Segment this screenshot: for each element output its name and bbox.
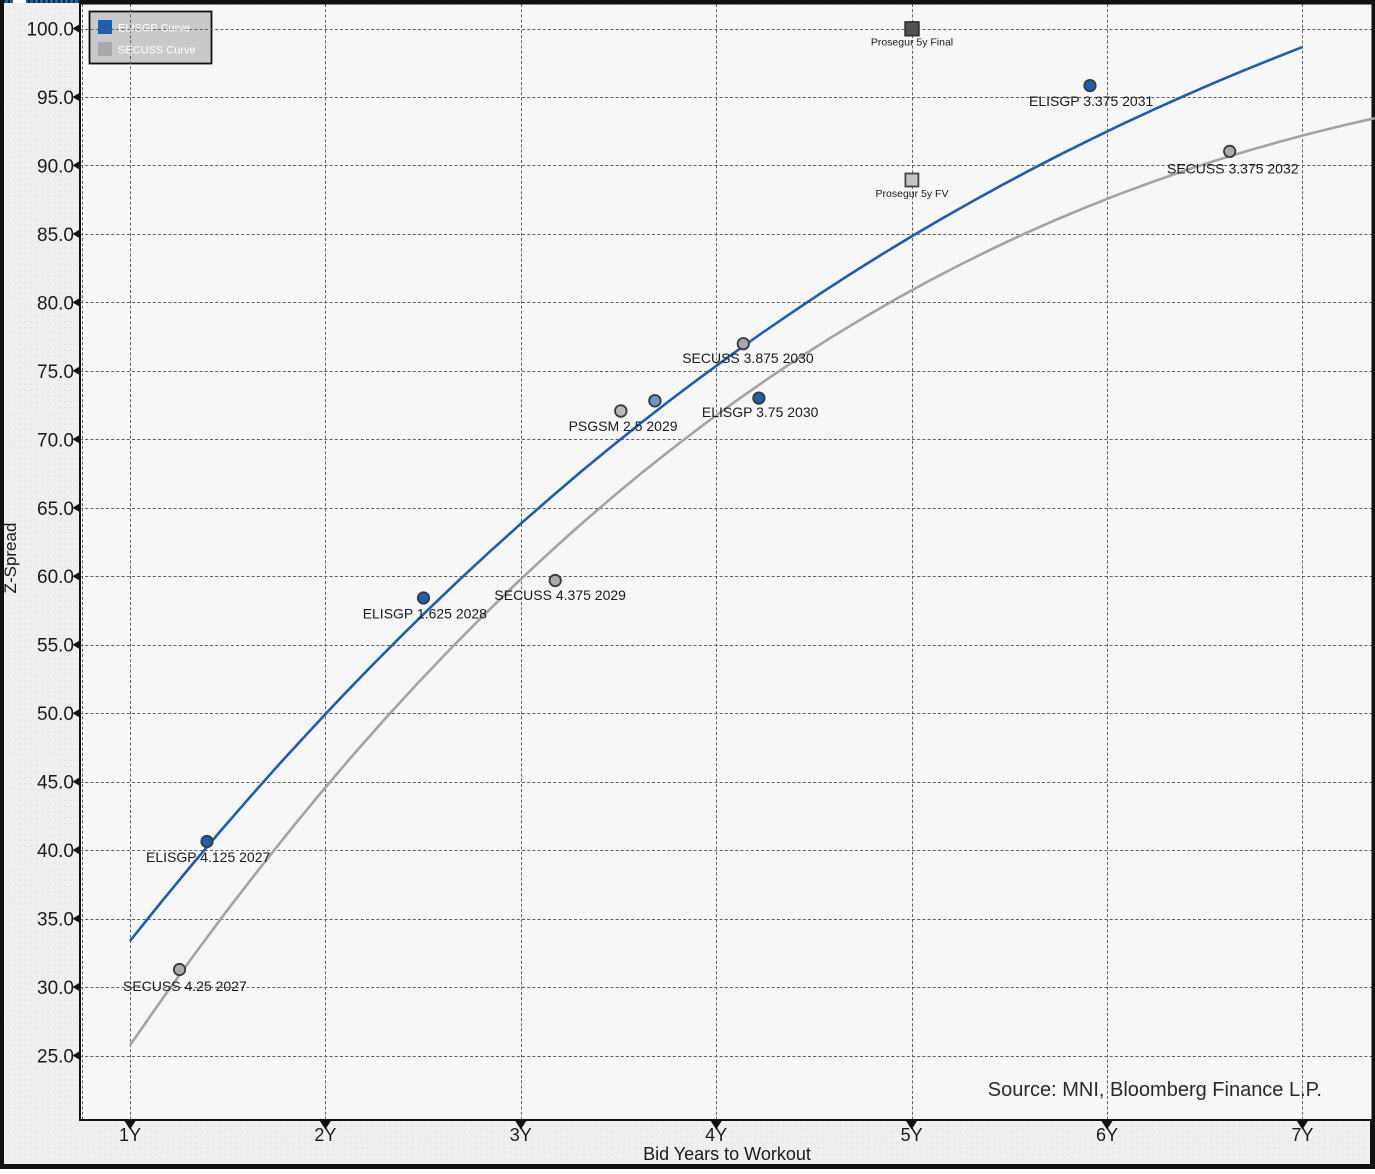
svg-text:2Y: 2Y [314, 1125, 336, 1145]
svg-text:1Y: 1Y [119, 1125, 141, 1145]
svg-text:ELISGP 4.125 2027: ELISGP 4.125 2027 [146, 849, 270, 865]
svg-text:Source: MNI, Bloomberg Finance: Source: MNI, Bloomberg Finance L.P. [988, 1079, 1322, 1101]
svg-text:Prosegur 5y Final: Prosegur 5y Final [871, 37, 953, 49]
svg-text:50.0: 50.0 [37, 704, 74, 725]
svg-text:95.0: 95.0 [37, 88, 74, 109]
svg-text:70.0: 70.0 [37, 430, 74, 451]
svg-text:Prosegur 5y FV: Prosegur 5y FV [876, 188, 949, 200]
svg-text:85.0: 85.0 [37, 225, 74, 246]
svg-text:90.0: 90.0 [37, 156, 74, 177]
svg-text:SECUSS 4.25 2027: SECUSS 4.25 2027 [123, 978, 247, 994]
svg-text:80.0: 80.0 [37, 293, 74, 314]
svg-text:4Y: 4Y [705, 1125, 727, 1145]
svg-text:30.0: 30.0 [37, 978, 74, 999]
svg-text:35.0: 35.0 [37, 910, 74, 931]
svg-text:65.0: 65.0 [37, 499, 74, 520]
svg-text:75.0: 75.0 [37, 362, 74, 383]
svg-text:SECUSS 3.875 2030: SECUSS 3.875 2030 [682, 350, 814, 366]
svg-text:45.0: 45.0 [37, 773, 74, 794]
svg-text:7Y: 7Y [1291, 1125, 1313, 1145]
svg-text:6Y: 6Y [1096, 1125, 1118, 1145]
svg-text:Bid Years to Workout: Bid Years to Workout [643, 1144, 811, 1164]
svg-text:PSGSM 2.5 2029: PSGSM 2.5 2029 [569, 418, 678, 434]
svg-text:Z-Spread: Z-Spread [1, 523, 20, 594]
svg-text:SECUSS 4.375 2029: SECUSS 4.375 2029 [494, 587, 626, 603]
svg-text:3Y: 3Y [510, 1125, 532, 1145]
svg-text:ELISGP 1.625 2028: ELISGP 1.625 2028 [363, 606, 487, 622]
svg-text:100.0: 100.0 [26, 20, 74, 41]
svg-text:ELISGP 3.75 2030: ELISGP 3.75 2030 [702, 404, 819, 420]
svg-text:5Y: 5Y [901, 1125, 923, 1145]
svg-text:ELISGP Curve: ELISGP Curve [118, 23, 190, 35]
svg-text:SECUSS Curve: SECUSS Curve [118, 45, 196, 57]
svg-text:40.0: 40.0 [37, 841, 74, 862]
svg-text:25.0: 25.0 [37, 1047, 74, 1068]
svg-text:55.0: 55.0 [37, 636, 74, 657]
svg-text:60.0: 60.0 [37, 567, 74, 588]
svg-text:SECUSS 3.375 2032: SECUSS 3.375 2032 [1167, 161, 1299, 177]
svg-text:ELISGP 3.375 2031: ELISGP 3.375 2031 [1029, 93, 1153, 109]
